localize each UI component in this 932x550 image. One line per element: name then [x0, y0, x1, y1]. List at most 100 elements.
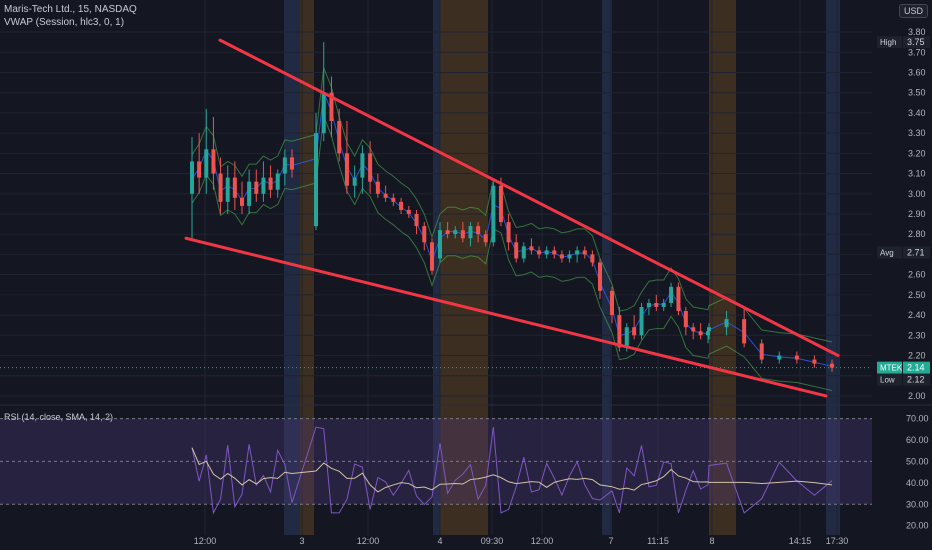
candle-body [582, 250, 587, 255]
candle-body [468, 226, 473, 239]
vwap-upper-band [191, 67, 833, 343]
low-label-box [877, 373, 902, 386]
rsi-tick-label: 50.00 [906, 456, 929, 466]
candle-body [598, 262, 602, 291]
candle-body [812, 359, 817, 364]
candle-body [225, 177, 230, 202]
candle-body [406, 209, 411, 214]
candle-body [639, 307, 644, 336]
time-tick-label: 12:00 [531, 536, 554, 546]
currency-button[interactable]: USD [898, 4, 928, 18]
candle-body [329, 92, 334, 121]
candle-body [211, 149, 216, 174]
last-label: MTEK [880, 364, 903, 373]
candle-body [575, 250, 580, 255]
rsi-tick-label: 40.00 [906, 478, 929, 488]
rsi-legend-label: RSI (14, close, SMA, 14, 2) [4, 412, 114, 422]
price-tick-label: 2.90 [908, 209, 926, 219]
time-tick-label: 12:00 [357, 536, 380, 546]
symbol-legend[interactable]: Maris-Tech Ltd., 15, NASDAQ [4, 4, 141, 15]
price-axis: 3.80 3.70 3.60 3.50 3.40 3.30 3.20 3.10 3.00 2.90… [908, 27, 926, 401]
candle-body [399, 201, 404, 210]
low-value: 2.12 [907, 375, 925, 385]
price-tick-label: 2.30 [908, 330, 926, 340]
candle-body [290, 157, 294, 170]
trendline [218, 38, 840, 358]
candle-body [476, 226, 481, 235]
candle-body [254, 181, 259, 194]
candle-body [669, 286, 674, 303]
candle-body [430, 242, 434, 271]
candle-body [506, 222, 511, 243]
avg-value-box [903, 246, 930, 259]
session-band [433, 0, 440, 535]
time-tick-label: 11:15 [647, 536, 669, 546]
time-axis: 12:00 3 12:00 4 09:30 12:00 7 11:15 8 14:15 17:30 [194, 536, 849, 546]
rsi-tick-label: 60.00 [906, 435, 929, 445]
price-tick-label: 3.70 [908, 47, 926, 57]
candle-body [777, 355, 782, 360]
time-tick-label: 4 [437, 536, 442, 546]
high-value: 3.75 [907, 37, 925, 47]
candle-body [529, 246, 534, 251]
session-band [602, 0, 612, 535]
candle-body [383, 193, 388, 198]
candle-body [724, 319, 729, 328]
candle-body [282, 157, 287, 174]
candle-body [521, 246, 526, 259]
candle-body [610, 290, 614, 316]
session-bands [284, 0, 840, 535]
candle-body [204, 149, 209, 178]
price-tick-label: 2.60 [908, 270, 926, 280]
price-tick-label: 3.60 [908, 67, 926, 77]
last-label-box [877, 361, 902, 374]
candle-body [275, 173, 280, 190]
candle-body [794, 355, 799, 360]
candle-body [460, 230, 465, 239]
time-tick-label: 3 [299, 536, 304, 546]
vwap-legend[interactable]: VWAP (Session, hlc3, 0, 1) [4, 17, 128, 28]
candle-body [368, 153, 373, 182]
rsi-line [191, 426, 833, 515]
price-tick-label: 2.50 [908, 290, 926, 300]
candle-body [453, 230, 458, 235]
candle-body [190, 161, 194, 194]
time-tick-label: 12:00 [194, 536, 217, 546]
candle-body [344, 153, 349, 186]
candle-body [261, 177, 266, 194]
price-tick-label: 3.20 [908, 148, 926, 158]
candle-body [691, 327, 696, 332]
low-label: Low [880, 376, 895, 385]
candle-body [544, 250, 549, 255]
price-tick-label: 3.30 [908, 128, 926, 138]
candle-body [537, 250, 542, 255]
candle-body [268, 177, 273, 190]
rsi-tick-label: 70.00 [906, 414, 929, 424]
candle-body [706, 331, 710, 336]
candle-body [360, 153, 365, 178]
grid-lines [0, 0, 932, 535]
candle-body [352, 177, 357, 186]
candle-body [707, 327, 711, 332]
candle-body [646, 302, 651, 307]
candle-body [314, 133, 318, 227]
candle-body [559, 254, 564, 259]
price-tick-label: 3.00 [908, 189, 926, 199]
rsi-legend[interactable]: RSI (14, close, SMA, 14, 2) [4, 412, 117, 422]
candle-body [624, 327, 629, 348]
vwap-lower-band [191, 116, 833, 392]
rsi-series [191, 426, 833, 515]
candle-body [422, 226, 427, 243]
price-tick-label: 2.80 [908, 229, 926, 239]
candle-body [698, 331, 703, 336]
candle-body [247, 181, 252, 206]
candle-body [617, 315, 622, 348]
price-tick-label: 2.00 [908, 391, 926, 401]
candle-body [590, 254, 595, 263]
avg-label: Avg [880, 248, 894, 257]
time-tick-label: 14:15 [789, 536, 812, 546]
rsi-band-area [0, 418, 872, 505]
candlestick-series [190, 42, 834, 372]
candle-body [438, 230, 442, 259]
